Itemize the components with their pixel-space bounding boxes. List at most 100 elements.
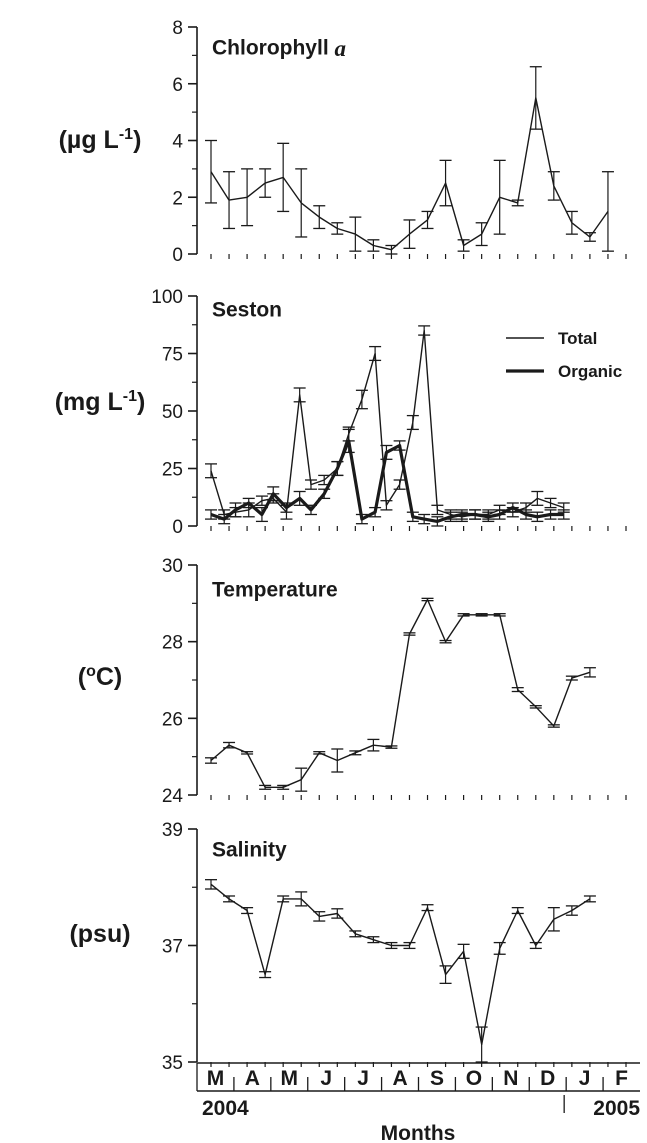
error-bar [544,509,557,520]
error-bar [482,511,495,523]
error-bar [421,210,434,230]
series-line [205,879,596,1063]
error-bar [439,159,452,207]
error-bar [493,941,506,955]
month-label: A [245,1067,260,1090]
error-bar [241,906,254,915]
error-bar [255,506,268,523]
month-label: J [320,1067,332,1090]
error-bar [295,891,308,907]
error-bar [313,205,326,230]
month-label: J [357,1067,369,1090]
series-line [210,883,591,1046]
error-bar [529,941,542,950]
error-bar [506,502,519,513]
y-tick-label: 26 [162,709,183,730]
y-tick-label: 6 [172,75,183,96]
y-tick-label: 2 [172,188,183,209]
error-bar [565,210,578,235]
error-bar [241,168,254,227]
error-bar [242,497,255,509]
error-bar [583,667,596,678]
error-bar [223,741,236,749]
series-line [205,597,596,792]
error-bar [318,488,331,500]
y-tick-label: 37 [162,937,183,958]
error-bar [475,613,488,617]
error-bar [583,232,596,242]
y-tick-label: 4 [172,132,183,153]
error-bar [277,142,290,213]
error-bar [439,965,452,985]
error-bar [403,219,416,249]
error-bar [331,222,344,235]
legend: Total Organic [506,329,622,381]
error-bar [547,724,560,728]
error-bar [444,511,457,523]
series-line [210,598,591,788]
error-bar [457,239,470,252]
error-bar [583,895,596,903]
error-bar [531,490,544,506]
y-tick-label: 24 [162,786,184,807]
y-tick-label: 0 [172,245,183,266]
y-axis-label: (psu) [69,920,130,948]
chart-panel-2: 0 25 50 75 100 Seston (mg L-1) Total Organic [55,287,627,538]
error-bar [304,479,317,490]
error-bar [342,428,355,454]
y-axis-label: (mg L-1) [55,388,146,416]
error-bar [380,444,393,460]
error-bar [205,879,217,890]
error-bar [205,139,217,204]
error-bar [565,905,578,916]
error-bar [385,941,398,950]
y-axis-label: (oC) [78,663,123,691]
y-tick-label: 28 [162,633,183,654]
error-bar [520,509,533,520]
error-bar [403,632,416,636]
error-bar [393,479,406,490]
error-bar [304,504,317,516]
error-bar [380,500,393,511]
legend-label-total: Total [558,329,597,348]
error-bar [331,908,344,919]
error-bar [349,750,362,756]
error-bar [313,751,326,755]
error-bar [544,497,557,509]
error-bar [393,440,406,451]
error-bar [493,159,506,235]
error-bar [205,509,217,520]
year-label-2005: 2005 [593,1097,640,1120]
error-bar [293,490,306,506]
error-bar [457,943,470,959]
chart-panel-1: 0 2 4 6 8 Chlorophyll a (µg L-1) [59,18,627,266]
error-bar [367,738,380,752]
month-label: O [466,1067,482,1090]
panel-title: Temperature [212,578,338,601]
error-bar [277,895,290,903]
error-bar [349,216,362,252]
error-bar [331,460,344,477]
error-bar [547,906,560,932]
chart-panel-4: 35 37 39 Salinity (psu) [69,820,627,1074]
error-bar [205,757,217,764]
error-bar [367,239,380,252]
y-axis-label: (µg L-1) [59,126,142,154]
error-bar [493,509,506,520]
error-bar [205,463,217,479]
error-bar [511,906,524,915]
error-bar [355,389,368,410]
error-bar [223,895,236,903]
y-tick-label: 39 [162,820,183,841]
month-label: D [540,1067,555,1090]
error-bar [431,504,444,516]
series-line [205,66,614,255]
error-bar [406,414,419,431]
error-bar [493,613,506,617]
error-bar [455,509,468,520]
error-bar [229,502,242,518]
y-tick-label: 30 [162,556,183,577]
month-label: S [430,1067,444,1090]
